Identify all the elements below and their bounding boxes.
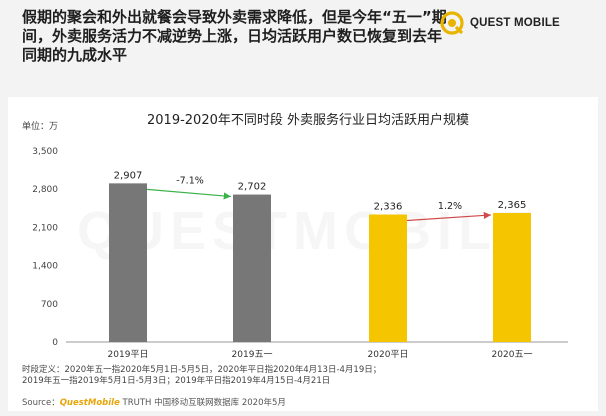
- x-tick-label: 2020平日: [368, 349, 409, 360]
- y-tick-label: 0: [52, 338, 58, 348]
- source-rest: TRUTH 中国移动互联网数据库 2020年5月: [119, 398, 286, 408]
- footnote-line-1: 时段定义：2020年五一指2020年5月1日-5月5日，2020年平日指2020…: [22, 365, 382, 375]
- y-tick-label: 1,400: [32, 262, 58, 272]
- growth-arrow: [406, 211, 492, 222]
- bar-value-label: 2,907: [114, 170, 143, 181]
- bar: [233, 194, 271, 342]
- bar-value-label: 2,702: [238, 182, 267, 193]
- y-tick-label: 2,800: [32, 185, 58, 195]
- quest-mobile-logo-icon: [440, 11, 464, 35]
- x-tick-label: 2019平日: [108, 349, 149, 360]
- bar: [109, 183, 147, 342]
- growth-label: 1.2%: [438, 201, 462, 212]
- bar-value-label: 2,336: [374, 202, 403, 213]
- source-prefix: Source：: [22, 398, 60, 408]
- x-tick-label: 2020五一: [492, 350, 533, 360]
- quest-mobile-logo: QUEST MOBILE: [440, 10, 600, 36]
- bar: [493, 212, 531, 342]
- bar: [369, 214, 407, 342]
- source-brand: QuestMobile: [59, 398, 120, 408]
- bar-chart: QUESTMOBILE 2019-2020年不同时段 外卖服务行业日均活跃用户规…: [22, 112, 568, 360]
- chart-title: 2019-2020年不同时段 外卖服务行业日均活跃用户规模: [147, 112, 469, 128]
- chart-panel: QUESTMOBILE 2019-2020年不同时段 外卖服务行业日均活跃用户规…: [8, 97, 598, 411]
- growth-arrow: [146, 188, 232, 200]
- x-tick-label: 2019五一: [232, 350, 273, 360]
- y-tick-label: 2,100: [32, 223, 58, 233]
- headline: 假期的聚会和外出就餐会导致外卖需求降低，但是今年“五一”期间，外卖服务活力不减逆…: [22, 8, 447, 64]
- y-tick-label: 3,500: [32, 147, 58, 157]
- footnotes: 时段定义：2020年五一指2020年5月1日-5月5日，2020年平日指2020…: [22, 365, 542, 387]
- growth-label: -7.1%: [176, 175, 204, 186]
- footnote-line-2: 2019年五一指2019年5月1日-5月3日；2019年平日指2019年4月15…: [22, 376, 331, 386]
- logo-text: QUEST MOBILE: [470, 17, 560, 29]
- y-tick-label: 700: [41, 300, 58, 310]
- source-line: Source：QuestMobile TRUTH 中国移动互联网数据库 2020…: [22, 396, 286, 408]
- unit-label: 单位：万: [22, 120, 58, 132]
- bar-value-label: 2,365: [498, 200, 527, 211]
